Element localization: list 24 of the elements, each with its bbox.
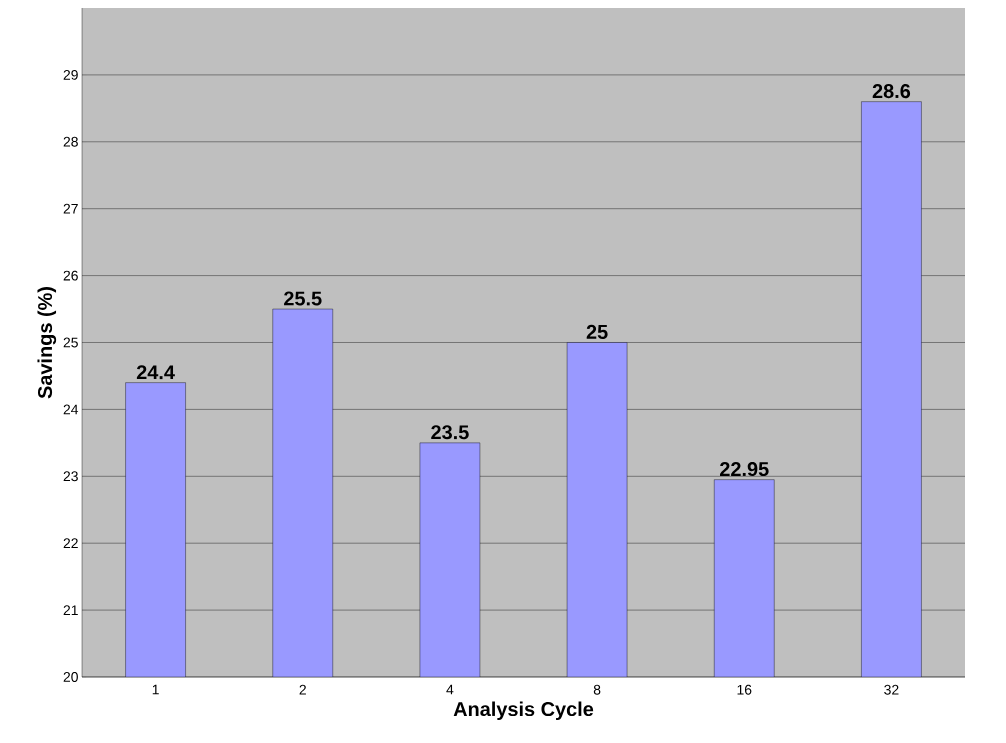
x-tick-label: 8: [593, 684, 601, 695]
data-label: 25: [586, 324, 608, 339]
x-tick-label: 2: [299, 684, 306, 695]
y-tick-label: 25: [63, 337, 78, 348]
x-tick-label: 4: [446, 684, 454, 695]
y-tick-label: 28: [63, 136, 78, 147]
data-label: 23.5: [431, 425, 469, 440]
x-tick-label: 32: [884, 684, 899, 695]
data-label: 24.4: [136, 365, 175, 380]
x-axis-title: Analysis Cycle: [453, 701, 594, 721]
y-tick-label: 23: [63, 471, 78, 482]
data-label: 25.5: [284, 291, 322, 306]
y-tick-label: 20: [63, 672, 78, 682]
y-tick-label: 24: [63, 404, 79, 415]
data-label: 28.6: [872, 84, 911, 99]
y-axis-title: Savings (%): [37, 287, 57, 399]
y-tick-label: 21: [63, 605, 78, 615]
data-label: 22.95: [720, 462, 769, 477]
y-tick-label: 26: [63, 270, 78, 281]
y-tick-label: 22: [63, 538, 78, 549]
y-tick-label: 29: [63, 69, 78, 80]
x-tick-label: 1: [152, 684, 159, 695]
x-tick-label: 16: [737, 684, 752, 695]
y-tick-label: 27: [63, 203, 78, 214]
